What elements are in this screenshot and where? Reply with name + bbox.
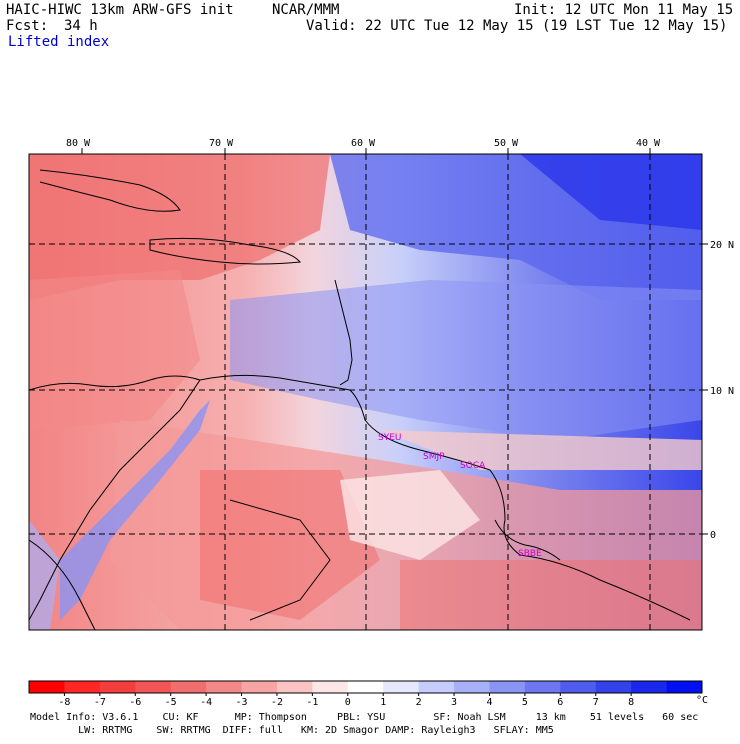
colorbar-tick-label: -2 — [271, 697, 283, 708]
colorbar-swatch — [99, 681, 136, 693]
model-title: HAIC-HIWC 13km ARW-GFS init — [6, 2, 234, 18]
footer-line-1: Model Info: V3.6.1 CU: KF MP: Thompson P… — [30, 712, 699, 723]
footer-line-2: LW: RRTMG SW: RRTMG DIFF: full KM: 2D Sm… — [30, 725, 554, 736]
colorbar-tick-label: -6 — [129, 697, 141, 708]
colorbar: -8 -7 -6 -5 -4 -3 -2 -1 0 1 2 3 4 5 6 7 8 — [28, 680, 703, 708]
lon-label-40w: 40 W — [636, 138, 661, 149]
colorbar-tick-label: 0 — [345, 697, 351, 708]
field-blue-band — [230, 280, 702, 440]
colorbar-swatch — [631, 681, 668, 693]
org-label: NCAR/MMM — [272, 2, 340, 18]
colorbar-swatch — [524, 681, 561, 693]
colorbar-tick-label: 8 — [628, 697, 634, 708]
lat-label-10n: 10 N — [710, 386, 734, 397]
lat-label-0: 0 — [710, 530, 716, 541]
valid-time: Valid: 22 UTC Tue 12 May 15 (19 LST Tue … — [306, 18, 728, 34]
colorbar-swatch — [241, 681, 278, 693]
lon-label-60w: 60 W — [351, 138, 376, 149]
init-time: Init: 12 UTC Mon 11 May 15 — [514, 2, 734, 18]
lat-label-20n: 20 N — [710, 240, 734, 251]
station-sbbe: SBBE — [518, 549, 542, 559]
colorbar-tick-label: 1 — [380, 697, 386, 708]
colorbar-tick-label: -1 — [306, 697, 318, 708]
colorbar-tick-label: 7 — [593, 697, 599, 708]
lon-label-70w: 70 W — [209, 138, 234, 149]
field-blue-andes — [60, 400, 210, 620]
colorbar-tick-label: 6 — [557, 697, 563, 708]
colorbar-tick-label: 4 — [486, 697, 492, 708]
colorbar-swatch — [347, 681, 384, 693]
colorbar-tick-label: 2 — [416, 697, 422, 708]
lon-label-80w: 80 W — [66, 138, 91, 149]
colorbar-tick-label: -7 — [94, 697, 106, 708]
lon-label-50w: 50 W — [494, 138, 519, 149]
coastlines — [29, 169, 691, 630]
colorbar-swatch — [489, 681, 526, 693]
colorbar-swatch — [135, 681, 172, 693]
colorbar-swatch — [560, 681, 597, 693]
colorbar-tick-label: -5 — [165, 697, 177, 708]
colorbar-swatch — [206, 681, 243, 693]
colorbar-tick-label: 5 — [522, 697, 528, 708]
graticule — [29, 154, 702, 630]
colorbar-swatch — [595, 681, 632, 693]
colorbar-tick-label: -8 — [58, 697, 70, 708]
colorbar-unit: °C — [696, 695, 708, 706]
colorbar-swatch — [383, 681, 420, 693]
station-syeu: SYEU — [378, 433, 401, 443]
colorbar-tick-label: -3 — [236, 697, 248, 708]
colorbar-tick-label: -4 — [200, 697, 212, 708]
colorbar-swatch — [170, 681, 207, 693]
station-soca: SOCA — [460, 461, 486, 471]
colorbar-swatch — [312, 681, 349, 693]
colorbar-swatch — [29, 681, 65, 693]
colorbar-swatch — [666, 681, 703, 693]
colorbar-tick-label: 3 — [451, 697, 457, 708]
fcst-label: Fcst: — [6, 18, 49, 34]
station-smjp: SMJP — [423, 452, 445, 462]
fcst-value: 34 h — [64, 18, 98, 34]
colorbar-swatch — [276, 681, 313, 693]
colorbar-swatch — [64, 681, 101, 693]
colorbar-swatch — [454, 681, 490, 693]
colorbar-swatch — [418, 681, 455, 693]
field-red-nw — [29, 154, 330, 300]
field-name: Lifted index — [8, 34, 110, 50]
